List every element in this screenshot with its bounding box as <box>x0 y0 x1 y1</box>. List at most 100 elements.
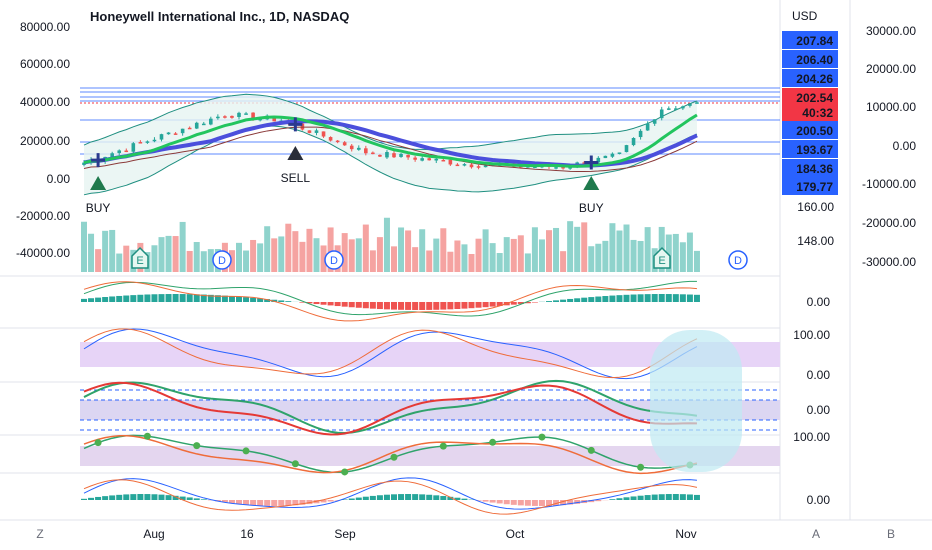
earnings-marker[interactable] <box>131 246 149 269</box>
volume-bar <box>623 224 630 272</box>
macd-histogram-bar <box>151 294 158 302</box>
dividend-marker[interactable] <box>728 250 748 270</box>
macd2-histogram-bar <box>560 500 567 506</box>
macd2-histogram-bar <box>130 494 137 500</box>
price-label-box <box>782 69 838 87</box>
candle-body <box>209 118 213 125</box>
volume-bar <box>693 250 700 272</box>
macd2-histogram-bar <box>369 495 376 500</box>
rsi-cross-dot <box>489 438 497 446</box>
rsi-cross-dot <box>94 439 102 447</box>
candle-body <box>392 153 396 158</box>
macd-histogram-bar <box>475 302 482 308</box>
signal-buy-arrow <box>90 176 107 190</box>
earnings-marker[interactable] <box>653 246 671 269</box>
volume-bar <box>320 245 327 272</box>
volume-bar <box>475 238 482 272</box>
macd-histogram-bar <box>186 294 193 302</box>
candle-body <box>187 127 192 130</box>
right-axis-tick: 20000.00 <box>866 62 916 76</box>
macd2-histogram-bar <box>398 494 405 500</box>
macd2-histogram-bar <box>285 500 292 506</box>
volume-bar <box>88 233 95 272</box>
dividend-marker[interactable] <box>212 250 232 270</box>
rsi-cross-dot <box>538 433 546 441</box>
macd-histogram-bar <box>419 302 426 310</box>
candle-body <box>469 164 474 168</box>
candle-body <box>688 103 692 106</box>
volume-bar <box>616 230 623 272</box>
candle-body <box>406 154 410 158</box>
price-label-box <box>782 103 838 121</box>
price-label-box <box>782 31 838 49</box>
volume-bar <box>116 253 123 272</box>
volume-bar <box>588 246 595 272</box>
macd-histogram-bar <box>440 302 447 310</box>
rsi-cross-dot <box>341 468 349 476</box>
price-label-box <box>782 177 838 195</box>
volume-bar <box>524 253 531 272</box>
macd-histogram-bar <box>517 302 524 304</box>
macd-histogram-bar <box>376 302 383 310</box>
volume-bar <box>383 217 390 272</box>
macd2-signal-line <box>83 479 698 515</box>
macd-histogram-bar <box>172 294 179 302</box>
macd2-histogram-bar <box>123 494 130 500</box>
volume-bar <box>412 247 419 272</box>
candle-body <box>117 150 122 154</box>
zoom-button[interactable]: Z <box>36 527 43 541</box>
stoch-k-line <box>83 328 698 380</box>
volume-bar <box>553 227 560 272</box>
volume-bar <box>461 244 468 272</box>
highlight-region <box>650 330 742 472</box>
dividend-marker[interactable] <box>324 250 344 270</box>
macd-histogram-bar <box>405 302 412 310</box>
macd-histogram-bar <box>179 294 186 302</box>
right-axis-tick: -30000.00 <box>862 255 916 269</box>
macd-histogram-bar <box>679 294 686 302</box>
macd2-histogram-bar <box>419 494 426 500</box>
macd-histogram-bar <box>693 294 700 302</box>
macd-histogram-bar <box>398 302 405 310</box>
volume-bar <box>609 223 616 272</box>
macd-histogram-bar <box>609 295 616 302</box>
volume-bar <box>236 242 242 272</box>
log-scale-button[interactable]: B <box>887 527 895 541</box>
macd-histogram-bar <box>278 300 285 302</box>
macd2-histogram-bar <box>102 496 109 500</box>
volume-bar <box>644 227 651 272</box>
macd-histogram-bar <box>391 302 397 310</box>
signal-buy-label: BUY <box>579 201 604 215</box>
price-label: 193.67 <box>796 143 833 157</box>
pane-tick-macd1: 0.00 <box>807 295 831 309</box>
auto-scale-button[interactable]: A <box>812 527 820 541</box>
macd-histogram-bar <box>243 297 250 302</box>
right-axis-tick: -10000.00 <box>862 177 916 191</box>
macd2-histogram-bar <box>391 494 397 500</box>
volume-bar <box>496 253 503 272</box>
right-axis-tick: 10000.00 <box>866 100 916 114</box>
volume-bar <box>292 231 299 272</box>
macd2-histogram-bar <box>616 498 623 500</box>
candle-body <box>159 134 164 140</box>
macd-histogram-bar <box>320 302 327 305</box>
macd-histogram-bar <box>489 302 496 307</box>
left-axis-tick: 20000.00 <box>20 134 70 148</box>
volume-bar <box>362 224 369 272</box>
volume-bar <box>602 240 609 272</box>
macd2-histogram-bar <box>637 495 644 500</box>
candle-body <box>695 102 699 104</box>
volume-bar <box>109 229 116 272</box>
price-label-box <box>782 50 838 68</box>
volume-bar <box>560 251 567 272</box>
macd2-histogram-bar <box>95 496 102 500</box>
candle-body <box>645 123 650 131</box>
macd-histogram-bar <box>567 298 574 302</box>
macd2-histogram-bar <box>165 495 172 500</box>
macd2-histogram-bar <box>81 498 87 500</box>
volume-bar <box>355 238 362 272</box>
macd2-histogram-bar <box>496 500 503 504</box>
macd2-histogram-bar <box>144 494 151 500</box>
event-marker-label: E <box>136 255 143 267</box>
